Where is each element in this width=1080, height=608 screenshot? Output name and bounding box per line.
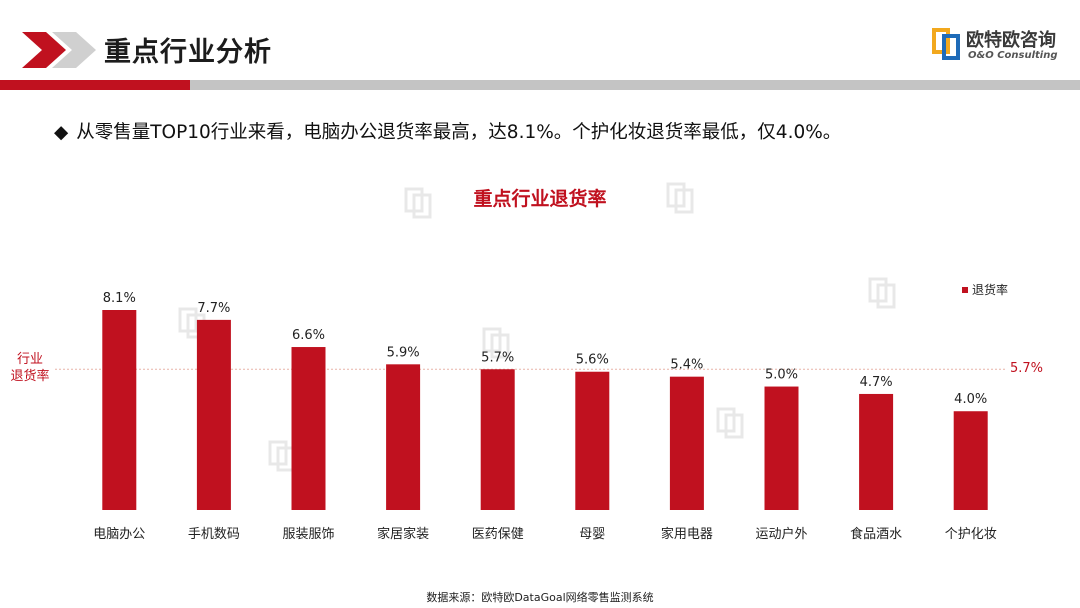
bar-5 (480, 369, 515, 510)
category-label-7: 家用电器 (661, 526, 713, 542)
data-label-7: 5.4% (670, 358, 703, 373)
chevron-arrow-icon (22, 32, 96, 68)
reference-label-line2: 退货率 (10, 369, 50, 384)
company-logo: 欧特欧咨询 O&O Consulting (930, 22, 1070, 70)
summary-text: 从零售量TOP10行业来看，电脑办公退货率最高，达8.1%。个护化妆退货率最低，… (76, 122, 842, 143)
bar-9 (859, 393, 894, 510)
category-label-6: 母婴 (579, 527, 605, 542)
category-label-4: 家居家装 (377, 526, 429, 542)
data-label-9: 4.7% (860, 375, 893, 390)
legend-swatch (962, 287, 968, 293)
chart-title: 重点行业退货率 (473, 188, 607, 210)
category-label-3: 服装服饰 (282, 527, 334, 542)
logo-english-name: O&O Consulting (968, 50, 1058, 61)
bar-1 (102, 310, 137, 510)
summary-bullet: ◆ 从零售量TOP10行业来看，电脑办公退货率最高，达8.1%。个护化妆退货率最低… (54, 118, 841, 144)
bar-8 (764, 386, 799, 510)
bar-4 (386, 364, 421, 510)
data-label-6: 5.6% (576, 353, 609, 368)
reference-line-label: 行业 退货率 (10, 351, 50, 385)
watermark-logo (660, 180, 704, 242)
chart-legend: 退货率 (962, 281, 1008, 298)
data-label-2: 7.7% (197, 301, 230, 316)
data-label-3: 6.6% (292, 328, 325, 343)
category-label-9: 食品酒水 (850, 526, 902, 542)
category-label-10: 个护化妆 (945, 527, 997, 542)
data-label-8: 5.0% (765, 368, 798, 383)
data-label-10: 4.0% (954, 392, 987, 407)
data-label-5: 5.7% (481, 350, 514, 365)
category-label-8: 运动户外 (755, 526, 807, 542)
category-label-1: 电脑办公 (93, 527, 145, 542)
watermark-logo (862, 275, 906, 337)
page-title: 重点行业分析 (104, 37, 272, 68)
legend-label: 退货率 (972, 283, 1009, 297)
watermark-logo (398, 185, 442, 247)
diamond-bullet-icon: ◆ (54, 122, 69, 143)
logo-chinese-name: 欧特欧咨询 (966, 30, 1056, 51)
reference-label-line1: 行业 (16, 352, 43, 367)
data-label-4: 5.9% (387, 345, 420, 360)
watermark-logo (710, 405, 754, 467)
bar-3 (291, 347, 326, 510)
reference-line-value: 5.7% (1010, 361, 1044, 376)
slide-header: 重点行业分析 欧特欧咨询 O&O Consulting (0, 0, 1080, 92)
bar-10 (953, 411, 988, 510)
data-label-1: 8.1% (103, 291, 136, 306)
header-rule-red (0, 80, 190, 90)
bar-2 (196, 319, 231, 510)
logo-mark-icon (932, 28, 960, 60)
watermark-logo (476, 325, 520, 387)
bar-7 (669, 376, 704, 510)
category-label-5: 医药保健 (472, 527, 524, 542)
category-label-2: 手机数码 (188, 527, 240, 542)
data-source-footer: 数据来源：欧特欧DataGoal网络零售监测系统 (426, 591, 654, 604)
header-rule-gray (190, 80, 1080, 90)
bar-6 (575, 371, 610, 510)
